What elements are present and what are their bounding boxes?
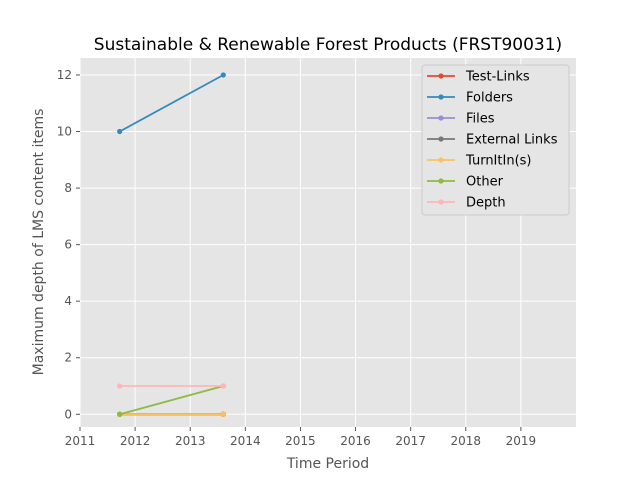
legend-marker-folders (438, 94, 444, 100)
legend-label-folders: Folders (466, 91, 513, 106)
data-point-depth (117, 383, 123, 389)
data-point-folders (220, 72, 226, 78)
legend-marker-other (438, 178, 444, 184)
x-tick-label: 2014 (230, 434, 261, 448)
legend-label-turnitin-s: TurnItIn(s) (465, 154, 531, 169)
y-tick-label: 2 (64, 351, 72, 365)
x-axis-ticks: 2011 2012 2013 2014 2015 2016 2017 2018 2019 (65, 427, 536, 448)
legend-label-depth: Depth (466, 196, 506, 211)
x-tick-label: 2018 (451, 434, 482, 448)
legend-marker-turnitin-s (438, 157, 444, 163)
y-tick-label: 10 (57, 125, 72, 139)
x-tick-label: 2011 (65, 434, 96, 448)
y-tick-label: 12 (57, 68, 72, 82)
x-tick-label: 2019 (506, 434, 537, 448)
x-tick-label: 2017 (395, 434, 426, 448)
y-axis-label: Maximum depth of LMS content items (31, 109, 47, 376)
legend-label-test-links: Test-Links (465, 70, 530, 85)
legend-label-external-links: External Links (466, 133, 558, 148)
data-point-folders (117, 128, 123, 135)
y-tick-label: 6 (64, 238, 72, 252)
series-line-other (119, 385, 224, 416)
legend-box (421, 64, 570, 216)
legend-marker-test-links (438, 73, 444, 79)
y-axis-ticks: 0 2 4 6 8 10 12 (57, 68, 80, 421)
y-tick-label: 4 (64, 294, 72, 308)
legend-marker-external-links (438, 136, 444, 142)
x-axis-label: Time Period (286, 456, 369, 472)
data-point-other (117, 411, 123, 417)
chart-title: Sustainable & Renewable Forest Products … (94, 35, 562, 55)
data-point-depth (220, 383, 226, 389)
series-lines (117, 72, 226, 417)
x-tick-label: 2016 (340, 434, 371, 448)
legend-label-other: Other (466, 175, 504, 190)
legend-label-files: Files (466, 112, 495, 127)
x-tick-label: 2012 (120, 434, 151, 448)
legend-marker-depth (438, 199, 444, 205)
x-tick-label: 2013 (175, 434, 206, 448)
y-tick-label: 8 (64, 181, 72, 195)
legend: Test-Links Folders Files External Links Turn… (421, 64, 570, 216)
x-tick-label: 2015 (285, 434, 316, 448)
legend-marker-files (438, 115, 444, 121)
series-line-folders (119, 74, 224, 133)
y-tick-label: 0 (64, 407, 72, 421)
data-point-turnitin-s (220, 411, 226, 417)
